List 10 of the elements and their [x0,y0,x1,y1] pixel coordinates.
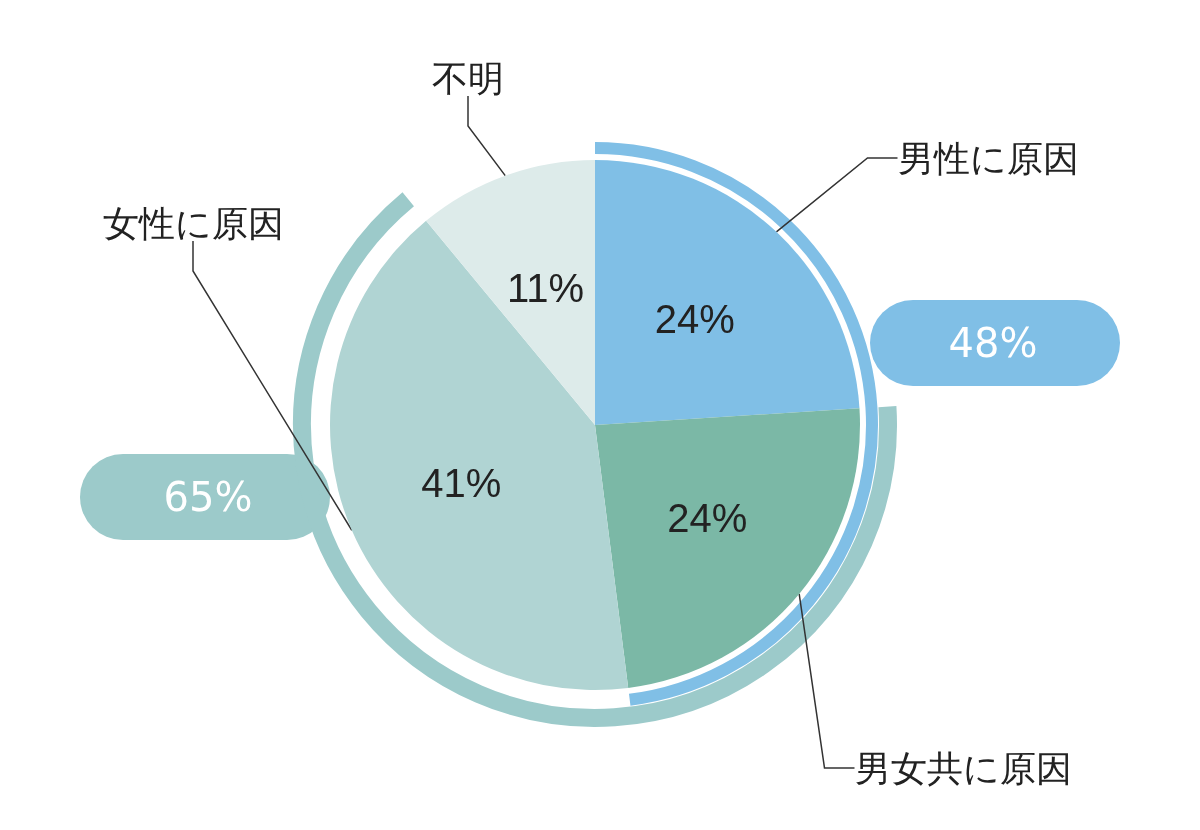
slice-label: 男女共に原因 [854,747,1072,789]
text: 48% [948,320,1038,366]
data-label: 24% [667,495,748,540]
data-label: 41% [421,460,502,505]
text: 65% [163,474,253,520]
data-label: 11% [507,265,585,310]
slice-label: 男性に原因 [897,137,1079,179]
slice-label: 女性に原因 [102,202,284,244]
data-label: 24% [654,296,735,341]
slice-label: 不明 [432,57,504,99]
